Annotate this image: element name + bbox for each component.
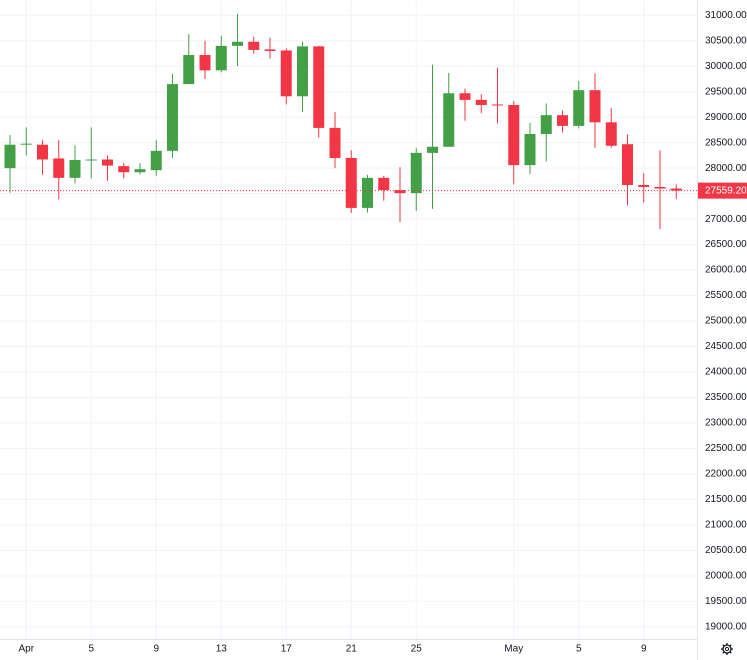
candle-body — [394, 190, 406, 194]
candle-body — [427, 146, 438, 153]
candle-body — [134, 169, 146, 173]
candle-body — [232, 41, 243, 46]
labels: 19000.00 19500.00 20000.00 20500.00 21000.00… — [18, 10, 747, 655]
y-tick-label: 28000.00 — [705, 163, 747, 174]
candle-body — [215, 45, 227, 71]
last-price-box — [698, 182, 747, 199]
y-tick-label: 22000.00 — [705, 469, 747, 480]
y-tick-label: 27000.00 — [705, 214, 747, 225]
candle-body — [37, 144, 48, 160]
candle-body — [540, 115, 552, 135]
y-tick-label: 23500.00 — [705, 392, 747, 403]
candle-body — [378, 177, 390, 191]
candle-body — [183, 55, 195, 85]
y-tick-label: 28500.00 — [705, 137, 747, 148]
x-tick-label: 9 — [153, 644, 159, 655]
y-tick-label: 22500.00 — [705, 443, 747, 454]
y-tick-label: 26500.00 — [705, 239, 747, 250]
candle-body — [508, 104, 520, 166]
y-tick-label: 29000.00 — [705, 112, 747, 123]
candle-body — [329, 127, 341, 158]
candle-body — [297, 46, 308, 97]
x-tick-label: Apr — [18, 644, 34, 655]
x-tick-label: 5 — [88, 644, 94, 655]
y-tick-label: 29500.00 — [705, 86, 747, 97]
candle-body — [605, 122, 617, 146]
x-tick-label: 21 — [346, 644, 358, 655]
candle-body — [589, 90, 601, 123]
y-tick-label: 30000.00 — [705, 61, 747, 72]
candle-body — [102, 159, 113, 166]
candle-body — [622, 144, 633, 185]
y-tick-label: 26000.00 — [705, 265, 747, 276]
candle-body — [264, 49, 276, 51]
candles — [0, 13, 697, 230]
x-tick-label: 13 — [216, 644, 228, 655]
candle-body — [118, 166, 130, 173]
candle-body — [573, 90, 585, 126]
candle-body — [313, 46, 325, 128]
candle-body — [492, 104, 503, 106]
y-tick-label: 19500.00 — [705, 596, 747, 607]
candle-body — [362, 177, 373, 208]
x-tick-label: 9 — [641, 644, 647, 655]
candle-body — [248, 41, 260, 50]
y-tick-label: 21500.00 — [705, 494, 747, 505]
y-tick-label: 20000.00 — [705, 570, 747, 581]
x-tick-label: May — [504, 644, 523, 655]
x-tick-label: 5 — [576, 644, 582, 655]
y-tick-label: 24500.00 — [705, 341, 747, 352]
candle-body — [475, 99, 487, 105]
y-tick-label: 19000.00 — [705, 621, 747, 632]
candle-body — [167, 84, 178, 151]
candle-body — [345, 157, 357, 208]
y-tick-label: 25500.00 — [705, 290, 747, 301]
candle-body — [557, 115, 568, 126]
last-price-label: 27559.20 — [705, 185, 747, 196]
candle-body — [443, 93, 455, 147]
x-tick-label: 17 — [281, 644, 293, 655]
candle-body — [280, 50, 292, 97]
candle-body — [150, 150, 162, 171]
candle-body — [20, 143, 32, 145]
x-tick-label: 25 — [411, 644, 423, 655]
y-tick-label: 21000.00 — [705, 519, 747, 530]
candle-body — [199, 55, 211, 71]
y-tick-label: 20500.00 — [705, 545, 747, 556]
candle-body — [85, 159, 97, 161]
y-tick-label: 23000.00 — [705, 418, 747, 429]
candle-body — [654, 187, 666, 189]
candle-body — [410, 152, 422, 194]
candle-body — [69, 160, 81, 178]
candle-body — [53, 158, 65, 178]
settings-icon[interactable] — [721, 643, 733, 655]
y-tick-label: 24000.00 — [705, 367, 747, 378]
y-tick-label: 30500.00 — [705, 35, 747, 46]
candle-body — [4, 144, 16, 169]
candle-body — [459, 93, 471, 100]
candle-body — [670, 188, 682, 191]
y-tick-label: 31000.00 — [705, 10, 747, 21]
candle-body — [638, 184, 650, 188]
y-tick-label: 25000.00 — [705, 316, 747, 327]
candle-body — [524, 134, 536, 166]
